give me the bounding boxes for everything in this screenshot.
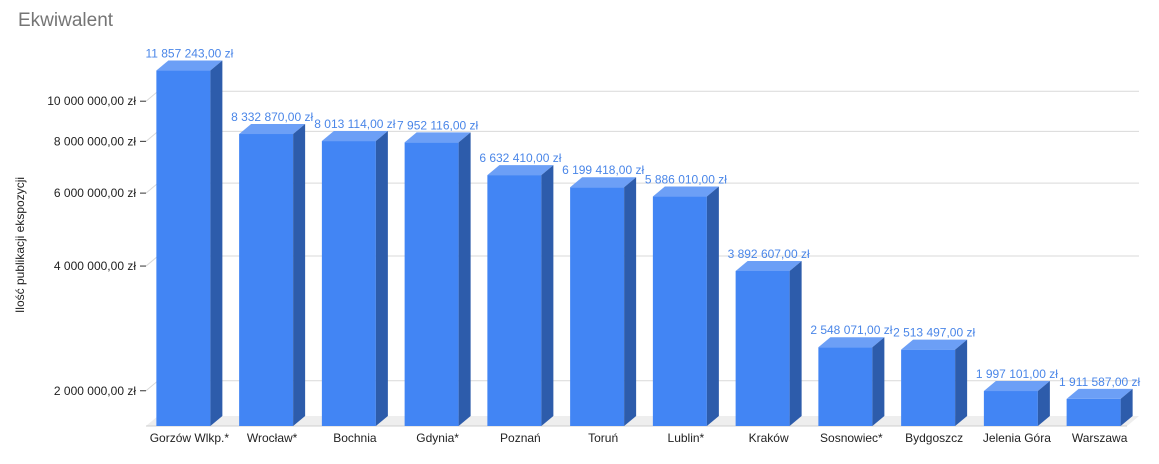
data-label: 3 892 607,00 zł (728, 247, 810, 261)
data-label: 1 997 101,00 zł (976, 367, 1058, 381)
bar (983, 391, 1038, 426)
x-tick-label: Jelenia Góra (983, 431, 1051, 445)
chart-floor (146, 416, 1139, 426)
x-tick-label: Gorzów Wlkp.* (150, 431, 230, 445)
bar (156, 70, 211, 427)
x-tick-label: Gdynia* (416, 431, 459, 445)
data-label: 8 013 114,00 zł (314, 117, 396, 131)
data-label: 6 199 418,00 zł (562, 163, 644, 177)
x-tick-label: Wrocław* (247, 431, 298, 445)
gridline-diagonal (145, 255, 159, 267)
data-label: 5 886 010,00 zł (645, 173, 727, 187)
x-tick-label: Sosnowiec* (820, 431, 883, 445)
bar-side (1037, 381, 1050, 426)
data-label: 6 632 410,00 zł (479, 151, 561, 165)
y-tick-label: 10 000 000,00 zł (47, 94, 136, 108)
x-tick-label: Warszawa (1072, 431, 1128, 445)
bar-side (955, 339, 968, 426)
bar-top (1066, 388, 1133, 399)
bar (901, 349, 956, 426)
bar-top (404, 132, 471, 143)
bar-top (652, 186, 719, 197)
bar-top (983, 381, 1050, 392)
bar-side (375, 131, 388, 426)
bar-top (570, 177, 637, 188)
bar-top (487, 165, 554, 176)
data-label: 1 911 587,00 zł (1059, 375, 1141, 389)
gridline-diagonal (145, 130, 159, 142)
bar-side (458, 132, 471, 426)
chart-title: Ekwiwalent (18, 10, 114, 31)
bar-side (1120, 388, 1133, 426)
x-tick-label: Kraków (749, 431, 789, 445)
bar (818, 347, 873, 426)
data-label: 2 548 071,00 zł (810, 323, 892, 337)
y-tick-label: 4 000 000,00 zł (54, 259, 136, 273)
x-tick-label: Lublin* (668, 431, 705, 445)
y-tick-label: 6 000 000,00 zł (54, 186, 136, 200)
bar-side (872, 337, 885, 426)
bar-top (321, 131, 388, 142)
bar (735, 270, 790, 426)
bar-top (818, 337, 885, 348)
bar (239, 134, 294, 426)
x-tick-label: Poznań (500, 431, 541, 445)
data-label: 8 332 870,00 zł (231, 110, 313, 124)
bar-side (210, 60, 223, 427)
bar-side (624, 177, 637, 426)
data-label: 7 952 116,00 zł (397, 118, 479, 132)
bar-top (156, 60, 223, 71)
bar-side (706, 186, 719, 426)
bar (321, 141, 376, 426)
data-label: 2 513 497,00 zł (893, 326, 975, 340)
y-tick-label: 2 000 000,00 zł (54, 384, 136, 398)
x-tick-label: Bochnia (333, 431, 377, 445)
gridline-diagonal (145, 380, 159, 392)
bar-side (789, 260, 802, 426)
bar (487, 175, 542, 426)
gridline-diagonal (145, 90, 159, 102)
data-label: 11 857 243,00 zł (145, 47, 233, 61)
bar (1066, 398, 1121, 426)
x-tick-label: Toruń (588, 431, 618, 445)
bar-side (541, 165, 554, 426)
bar-top (901, 339, 968, 350)
y-tick-label: 8 000 000,00 zł (54, 134, 136, 148)
bar (652, 196, 707, 426)
bar-top (239, 124, 306, 135)
bar (404, 142, 459, 426)
bar (570, 187, 625, 426)
bar-top (735, 260, 802, 271)
x-tick-label: Bydgoszcz (905, 431, 963, 445)
bar-side (293, 124, 306, 426)
gridline-diagonal (145, 182, 159, 194)
